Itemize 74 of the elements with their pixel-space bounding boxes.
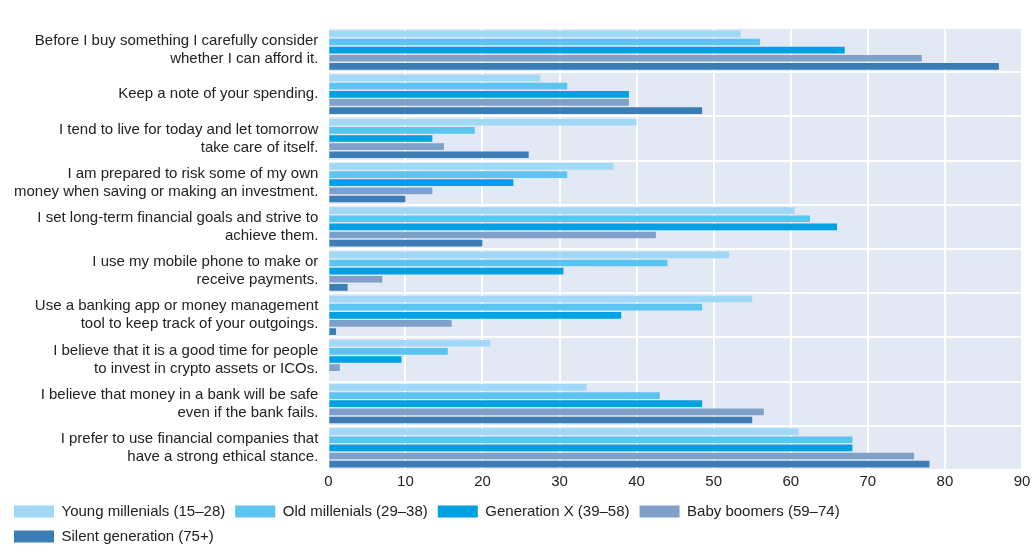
y-tick-label: Keep a note of your spending. (118, 84, 319, 102)
x-tick-label: 90 (1013, 472, 1031, 490)
bar (329, 259, 668, 267)
bar (329, 303, 703, 311)
bar (329, 207, 795, 214)
y-tick-label: I believe that it is a good time for people to invest in crypto assets or ICOs. (53, 340, 319, 376)
x-tick-label: 80 (936, 472, 954, 490)
bar (329, 239, 483, 247)
bar (329, 135, 433, 142)
bar (329, 392, 660, 399)
bar (329, 127, 475, 134)
y-tick-label: I believe that money in a bank will be safe even if the bank fails. (40, 384, 319, 420)
bar (329, 460, 930, 468)
legend-label: Old millenials (29–38) (282, 501, 428, 519)
bar (329, 416, 753, 424)
bar (329, 54, 922, 62)
bar (329, 151, 529, 159)
bar (329, 99, 629, 106)
bar (329, 187, 433, 195)
y-tick-label: I am prepared to risk some of my own money when saving or making an investment. (13, 163, 319, 199)
bar (329, 339, 491, 347)
legend-label: Baby boomers (59–74) (687, 501, 840, 519)
bar (329, 107, 703, 114)
bar (329, 328, 337, 335)
bar (329, 231, 656, 239)
x-tick-label: 40 (628, 472, 645, 490)
bar (329, 311, 622, 319)
bar (329, 364, 340, 371)
x-tick-label: 30 (551, 472, 568, 490)
x-tick-label: 0 (324, 472, 333, 490)
bar (329, 275, 383, 283)
bar (329, 320, 452, 327)
bar (329, 348, 448, 355)
bar (329, 452, 915, 460)
bar (329, 74, 541, 82)
legend-label: Generation X (39–58) (485, 501, 630, 519)
bar (329, 38, 760, 46)
bar (329, 444, 853, 452)
bar (329, 251, 730, 259)
y-tick-label: Use a banking app or money management tool to keep track of your outgoings. (34, 296, 320, 332)
y-tick-label: Before I buy something I carefully consider whether I can afford it. (34, 31, 319, 67)
bar (329, 195, 406, 203)
bar (329, 179, 514, 187)
x-tick-label: 70 (859, 472, 877, 490)
x-tick-label: 10 (397, 472, 414, 490)
bar (329, 215, 811, 223)
bar (329, 428, 799, 435)
x-tick-label: 60 (782, 472, 800, 490)
bar (329, 295, 753, 303)
bar (329, 356, 402, 363)
x-tick-label: 50 (705, 472, 723, 490)
y-tick-label: I set long-term financial goals and strive to achieve them. (37, 208, 319, 244)
bar (329, 90, 629, 98)
bar (329, 436, 853, 444)
bar (329, 30, 741, 38)
bar (329, 63, 999, 70)
legend-label: Young millenials (15–28) (61, 501, 226, 519)
bar (329, 400, 703, 408)
bar (329, 408, 764, 416)
bar (329, 267, 564, 275)
legend-label: Silent generation (75+) (61, 526, 214, 544)
y-tick-label: I use my mobile phone to make or receive payments. (92, 252, 319, 288)
bar (329, 82, 568, 90)
bar (329, 143, 444, 150)
bar (329, 284, 348, 291)
y-tick-label: I prefer to use financial companies that have a strong ethical stance. (60, 429, 320, 465)
bar (329, 384, 587, 391)
bar (329, 46, 845, 54)
bar (329, 163, 614, 170)
bar (329, 118, 637, 126)
bar (329, 223, 838, 231)
y-tick-label: I tend to live for today and let tomorrow take care of itself. (59, 119, 319, 155)
x-tick-label: 20 (474, 472, 491, 490)
bar (329, 171, 568, 178)
